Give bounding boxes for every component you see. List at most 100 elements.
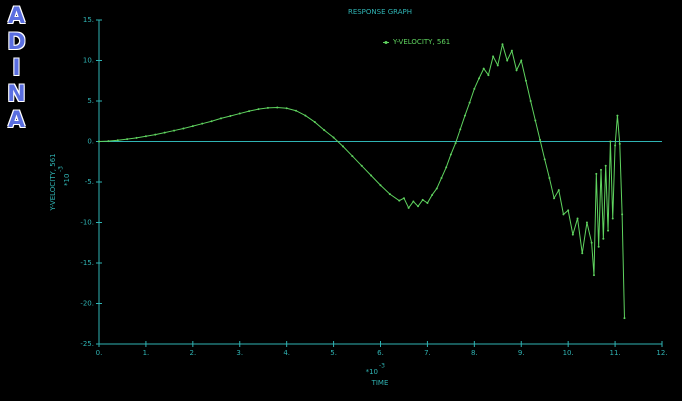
x-tick-label: 8. — [471, 349, 478, 357]
data-point — [144, 135, 147, 138]
data-point — [257, 108, 260, 111]
data-point — [529, 100, 532, 102]
data-point — [98, 140, 100, 143]
y-tick-label: -15. — [80, 259, 94, 267]
data-point — [449, 153, 452, 156]
data-point — [543, 158, 546, 161]
data-point — [609, 140, 612, 143]
data-point — [539, 138, 542, 141]
data-point — [557, 189, 560, 192]
y-tick-label: -25. — [80, 340, 94, 348]
data-point — [431, 193, 434, 196]
data-point — [201, 122, 204, 125]
data-point — [454, 142, 457, 145]
data-point — [276, 106, 279, 109]
data-point — [379, 184, 382, 187]
y-scale-exp: -3 — [58, 166, 65, 172]
data-point — [407, 206, 410, 209]
x-scale-base: *10 — [366, 368, 378, 376]
data-point — [313, 121, 316, 124]
data-point — [341, 145, 344, 148]
x-tick-label: 1. — [143, 349, 150, 357]
data-point — [116, 139, 119, 142]
data-point — [515, 69, 518, 72]
data-point — [440, 176, 443, 179]
legend-marker — [384, 41, 388, 44]
data-point — [360, 164, 363, 167]
x-tick-label: 12. — [656, 349, 667, 357]
y-tick-label: 15. — [83, 16, 94, 24]
data-point — [463, 114, 466, 117]
data-point — [581, 252, 584, 255]
data-point — [191, 125, 194, 128]
data-point — [548, 176, 551, 179]
y-axis-label: Y-VELOCITY, 561 — [49, 153, 57, 211]
x-tick-label: 6. — [377, 349, 384, 357]
data-point — [412, 200, 415, 203]
y-tick-label: 5. — [87, 97, 94, 105]
data-point — [238, 112, 241, 115]
data-point — [506, 59, 509, 62]
y-scale-base: *10 — [63, 174, 71, 186]
data-point — [524, 79, 527, 82]
data-point — [219, 117, 222, 120]
data-point — [520, 59, 523, 62]
data-point — [421, 198, 424, 201]
data-point — [459, 128, 462, 131]
data-point — [567, 209, 570, 212]
data-point — [487, 74, 490, 77]
data-point — [604, 164, 607, 167]
data-point — [154, 133, 157, 136]
data-point — [304, 114, 307, 117]
data-point — [388, 193, 391, 196]
data-point — [482, 67, 485, 70]
data-point — [248, 110, 251, 113]
x-tick-label: 10. — [563, 349, 574, 357]
data-point — [107, 140, 110, 143]
data-point — [614, 144, 617, 147]
data-point — [266, 106, 269, 109]
data-point — [295, 109, 298, 112]
series-line — [98, 44, 625, 319]
data-point — [492, 55, 495, 58]
chart-title: RESPONSE GRAPH — [348, 8, 412, 16]
data-point — [426, 202, 429, 205]
data-point — [398, 199, 401, 202]
data-point — [229, 114, 232, 117]
data-point — [417, 205, 420, 208]
data-point — [496, 64, 499, 67]
x-axis-label: TIME — [371, 379, 389, 387]
data-point — [600, 168, 603, 171]
x-tick-label: 11. — [610, 349, 621, 357]
y-tick-label: -20. — [80, 300, 94, 308]
data-point — [590, 241, 593, 244]
data-point — [468, 101, 471, 104]
data-point — [332, 136, 335, 139]
data-point — [611, 217, 614, 220]
data-point — [478, 77, 481, 80]
data-point — [402, 197, 405, 200]
data-point — [182, 127, 185, 130]
data-point — [576, 217, 579, 220]
data-point — [607, 229, 610, 232]
data-point — [571, 233, 574, 236]
data-point — [501, 43, 504, 46]
x-tick-label: 4. — [283, 349, 290, 357]
x-tick-label: 0. — [96, 349, 103, 357]
data-point — [618, 142, 621, 145]
x-tick-label: 3. — [236, 349, 243, 357]
x-tick-label: 9. — [518, 349, 525, 357]
data-point — [435, 187, 438, 190]
data-point — [585, 221, 588, 224]
x-tick-label: 2. — [189, 349, 196, 357]
legend-label: Y-VELOCITY, 561 — [393, 38, 451, 46]
data-point — [616, 114, 619, 117]
data-point — [562, 213, 565, 216]
data-point — [370, 174, 373, 177]
x-tick-label: 5. — [330, 349, 337, 357]
data-point — [351, 155, 354, 158]
data-point — [445, 166, 448, 169]
y-tick-label: 0. — [87, 138, 94, 146]
